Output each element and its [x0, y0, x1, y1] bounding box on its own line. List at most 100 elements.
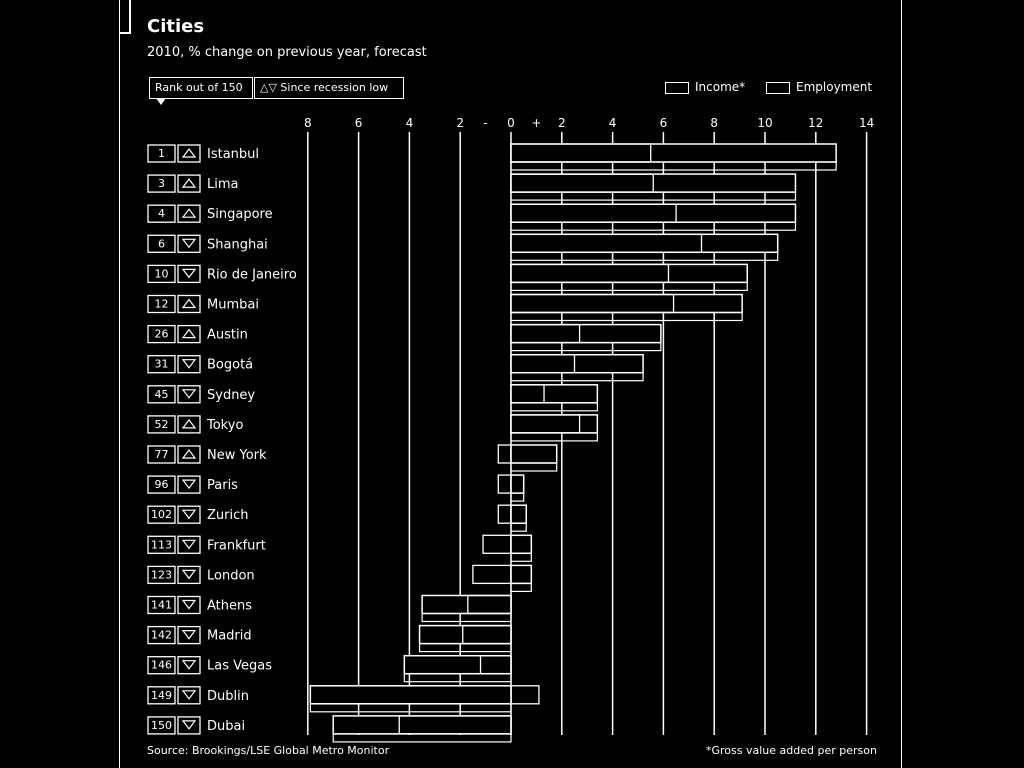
bar-income-base: [510, 191, 797, 201]
bar-income-base: [421, 612, 512, 623]
recession-toggle-button[interactable]: △▽ Since recession low: [254, 77, 404, 99]
bar-income: [510, 263, 748, 284]
bar-income-base: [418, 642, 512, 653]
legend-employment-swatch: [766, 81, 790, 94]
rank-value: 12: [155, 298, 169, 311]
rank-box: [147, 595, 176, 615]
rank-value: 149: [151, 689, 172, 702]
bar-income: [510, 504, 527, 524]
x-tick-label: -: [483, 116, 487, 130]
rank-box: [147, 355, 176, 374]
rank-value: 10: [155, 267, 169, 280]
direction-box: [177, 475, 201, 494]
x-tick-label: 6: [355, 116, 363, 130]
bar-employment: [472, 564, 512, 585]
x-tick-label: 6: [660, 116, 668, 130]
x-tick-label: 12: [808, 116, 823, 130]
city-label: Dublin: [207, 689, 249, 704]
triangle-up-icon: [181, 148, 197, 158]
city-label: Tokyo: [206, 418, 243, 433]
rank-value: 150: [151, 719, 172, 732]
triangle-down-icon: [181, 479, 197, 490]
triangle-down-icon: [181, 720, 197, 730]
bar-income-base: [510, 432, 598, 442]
triangle-down-icon: [181, 599, 197, 610]
direction-box: [177, 324, 201, 344]
bar-income: [510, 534, 533, 555]
x-tick-label: 0: [507, 116, 515, 130]
x-tick-label: 10: [757, 116, 772, 130]
triangle-up-icon: [181, 418, 197, 429]
rank-value: 45: [155, 388, 169, 401]
rank-box: [147, 294, 176, 314]
triangle-up-icon: [181, 178, 197, 188]
bar-income-base: [510, 582, 532, 593]
city-label: Madrid: [207, 629, 252, 644]
bar-income: [421, 594, 512, 615]
bar-employment: [497, 474, 512, 494]
direction-box: [177, 625, 201, 645]
recession-toggle-label: Since recession low: [280, 81, 389, 94]
direction-box: [177, 445, 201, 464]
rank-value: 141: [151, 599, 172, 612]
rank-value: 142: [151, 629, 172, 642]
bar-income-base: [510, 221, 797, 231]
direction-box: [177, 385, 201, 404]
direction-box: [177, 174, 201, 193]
rank-box: [147, 565, 176, 585]
triangle-up-icon: [181, 298, 197, 309]
rank-box: [147, 625, 176, 645]
footnote: *Gross value added per person: [706, 744, 877, 757]
chart-panel: [119, 0, 902, 768]
direction-box: [177, 144, 201, 163]
rank-box: [147, 535, 176, 554]
bar-income-base: [510, 492, 525, 502]
rank-box: [147, 264, 176, 284]
triangle-down-icon: [181, 629, 197, 640]
city-label: Frankfurt: [207, 538, 266, 553]
city-label: Las Vegas: [207, 659, 272, 674]
direction-box: [177, 716, 201, 735]
bar-income: [510, 444, 558, 464]
rank-toggle-button[interactable]: Rank out of 150: [149, 77, 253, 105]
x-tick-label: 8: [304, 116, 312, 130]
rank-box: [147, 475, 176, 494]
rank-value: 52: [155, 418, 169, 431]
bar-income-base: [403, 673, 512, 683]
bar-income: [510, 143, 837, 163]
bar-income: [510, 293, 743, 314]
rank-box: [147, 204, 176, 223]
bar-income-base: [510, 281, 748, 291]
rank-box: [147, 445, 176, 464]
rank-box: [147, 234, 176, 253]
direction-box: [177, 294, 201, 314]
rank-value: 102: [151, 508, 172, 521]
bar-income: [309, 685, 512, 705]
rank-box: [147, 686, 176, 705]
bar-employment: [482, 534, 512, 554]
x-tick-label: 4: [406, 116, 414, 130]
legend-income-label: Income*: [695, 80, 746, 94]
x-tick-label: 14: [859, 116, 874, 130]
rank-value: 96: [155, 478, 169, 491]
city-label: Bogotá: [207, 358, 253, 373]
rank-toggle-label: Rank out of 150: [155, 81, 243, 94]
rank-value: 6: [158, 237, 165, 250]
triangle-down-icon: [181, 690, 197, 700]
bar-income-base: [510, 402, 598, 412]
bar-income: [510, 474, 525, 494]
source-note: Source: Brookings/LSE Global Metro Monit…: [147, 744, 390, 757]
city-label: Singapore: [207, 207, 273, 222]
direction-box: [177, 505, 201, 524]
rank-value: 4: [158, 207, 165, 220]
direction-box: [177, 234, 201, 253]
triangle-up-icon: [181, 208, 197, 218]
city-label: New York: [207, 448, 267, 463]
city-label: Istanbul: [207, 147, 259, 162]
city-label: Sydney: [207, 388, 255, 403]
bar-income-base: [510, 462, 558, 472]
rank-box: [147, 174, 176, 193]
bar-income: [418, 624, 512, 645]
rank-value: 3: [158, 177, 165, 190]
